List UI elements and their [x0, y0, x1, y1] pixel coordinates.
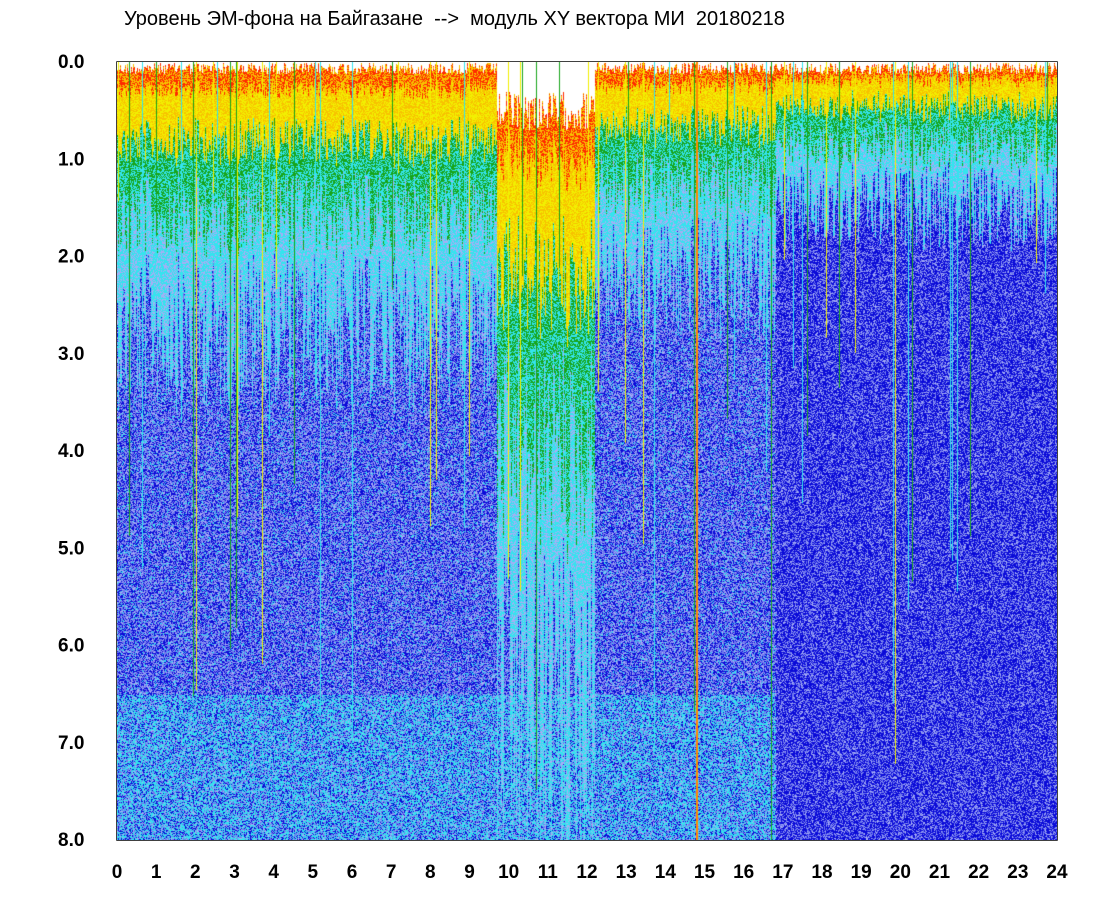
x-tick-label: 10 [498, 862, 519, 883]
x-tick-label: 4 [268, 862, 279, 883]
x-tick-label: 9 [464, 862, 475, 883]
x-tick-label: 20 [890, 862, 911, 883]
y-tick-label: 4.0 [58, 441, 84, 462]
y-tick-label: 3.0 [58, 344, 84, 365]
x-tick-label: 16 [733, 862, 754, 883]
y-tick-label: 1.0 [58, 149, 84, 170]
y-tick-label: 6.0 [58, 636, 84, 657]
chart-title: Уровень ЭМ-фона на Байгазане --> модуль … [124, 8, 785, 30]
x-tick-label: 13 [616, 862, 637, 883]
y-tick-label: 7.0 [58, 733, 84, 754]
x-tick-label: 5 [308, 862, 319, 883]
x-tick-label: 12 [576, 862, 597, 883]
y-tick-label: 0.0 [58, 52, 84, 73]
x-tick-label: 11 [538, 862, 559, 883]
x-tick-label: 0 [112, 862, 123, 883]
x-tick-label: 14 [655, 862, 677, 883]
x-tick-label: 21 [929, 862, 951, 883]
x-tick-label: 3 [229, 862, 240, 883]
x-tick-label: 17 [772, 862, 793, 883]
x-tick-label: 1 [151, 862, 162, 883]
heatmap-area [117, 62, 1057, 840]
y-tick-label: 8.0 [58, 830, 84, 851]
x-tick-label: 24 [1046, 862, 1068, 883]
x-tick-label: 7 [386, 862, 397, 883]
y-axis-ticks: 0.0 1.0 2.0 3.0 4.0 5.0 6.0 7.0 8.0 [58, 52, 84, 851]
x-tick-label: 22 [968, 862, 989, 883]
x-tick-label: 6 [347, 862, 358, 883]
x-tick-label: 2 [190, 862, 201, 883]
y-tick-label: 2.0 [58, 247, 84, 268]
x-tick-label: 8 [425, 862, 436, 883]
x-tick-label: 15 [694, 862, 716, 883]
x-tick-label: 19 [851, 862, 872, 883]
x-axis-ticks: 0 1 2 3 4 5 6 7 8 9 10 11 12 13 14 15 16 17 18 19 20 21 22 23 24 [112, 862, 1068, 883]
x-tick-label: 18 [811, 862, 832, 883]
y-tick-label: 5.0 [58, 538, 84, 559]
x-tick-label: 23 [1007, 862, 1028, 883]
